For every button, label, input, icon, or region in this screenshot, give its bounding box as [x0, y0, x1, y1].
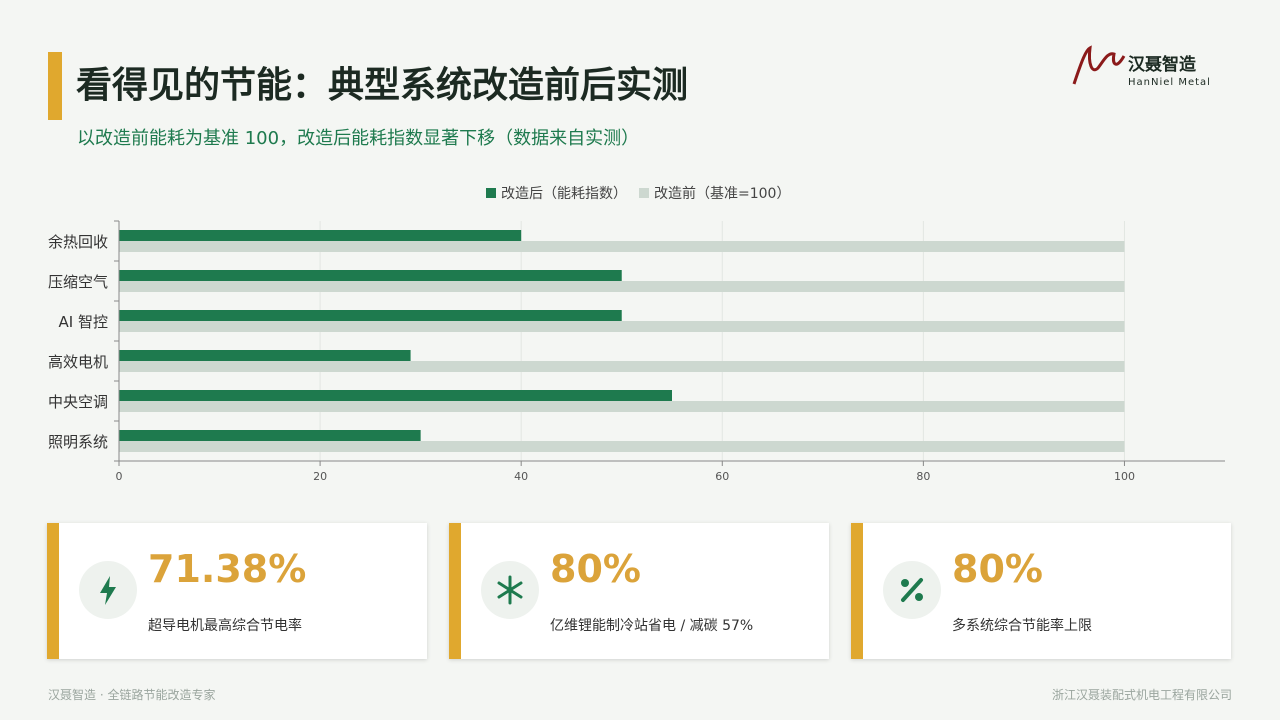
card: 80% 亿维锂能制冷站省电 / 减碳 57%: [449, 523, 829, 659]
footer-right: 浙江汉聂装配式机电工程有限公司: [1051, 688, 1232, 702]
icon: [79, 561, 137, 619]
y-tick-label: 高效电机: [48, 353, 108, 371]
legend-label: 改造后（能耗指数）: [501, 186, 627, 202]
card-value: 80%: [550, 547, 641, 591]
logo-mark: [1072, 45, 1126, 85]
bar: [119, 270, 622, 281]
y-tick-label: 压缩空气: [48, 273, 108, 291]
bar: [119, 241, 1125, 252]
bar: [119, 350, 411, 361]
y-tick-label: 余热回收: [48, 233, 108, 251]
footer-left: 汉聂智造 · 全链路节能改造专家: [48, 688, 216, 702]
bar: [119, 390, 672, 401]
bar: [119, 310, 622, 321]
title-accent: [48, 52, 62, 120]
bar: [119, 321, 1125, 332]
legend-swatch: [486, 188, 496, 198]
card-label: 亿维锂能制冷站省电 / 减碳 57%: [550, 618, 754, 634]
card-value: 80%: [952, 547, 1043, 591]
card-value: 71.38%: [148, 547, 307, 591]
legend-label: 改造前（基准=100）: [654, 185, 790, 202]
x-tick-label: 20: [313, 470, 327, 483]
logo-en: HanNiel Metal: [1128, 77, 1211, 88]
bar: [119, 441, 1125, 452]
x-tick-label: 40: [514, 470, 528, 483]
legend-swatch: [639, 188, 649, 198]
chart: 0 20 40 60 80 100 改造后（能耗指数） 改造前（基准=100） 余热回收压缩空气…: [48, 185, 1225, 483]
card: 71.38% 超导电机最高综合节电率: [47, 523, 427, 659]
card-label: 超导电机最高综合节电率: [148, 618, 302, 634]
x-tick-label: 0: [116, 470, 123, 483]
bar: [119, 281, 1125, 292]
y-tick-label: AI 智控: [59, 313, 108, 331]
x-tick-label: 80: [916, 470, 930, 483]
title: 看得见的节能：典型系统改造前后实测: [76, 65, 689, 106]
y-tick-label: 照明系统: [48, 433, 108, 451]
card-accent: [47, 523, 59, 659]
x-tick-label: 100: [1114, 470, 1135, 483]
logo-name: 汉聂智造: [1128, 54, 1197, 75]
x-tick-label: 60: [715, 470, 729, 483]
card-accent: [851, 523, 863, 659]
bar: [119, 430, 421, 441]
card-label: 多系统综合节能率上限: [952, 618, 1092, 634]
bar: [119, 230, 522, 241]
logo: 汉聂智造 HanNiel Metal: [1072, 45, 1211, 88]
icon: [481, 561, 539, 619]
subtitle: 以改造前能耗为基准 100，改造后能耗指数显著下移（数据来自实测）: [77, 128, 640, 149]
card: 80% 多系统综合节能率上限: [851, 523, 1231, 659]
bar: [119, 361, 1125, 372]
card-accent: [449, 523, 461, 659]
icon: [883, 561, 941, 619]
y-tick-label: 中央空调: [48, 393, 108, 411]
bar: [119, 401, 1125, 412]
